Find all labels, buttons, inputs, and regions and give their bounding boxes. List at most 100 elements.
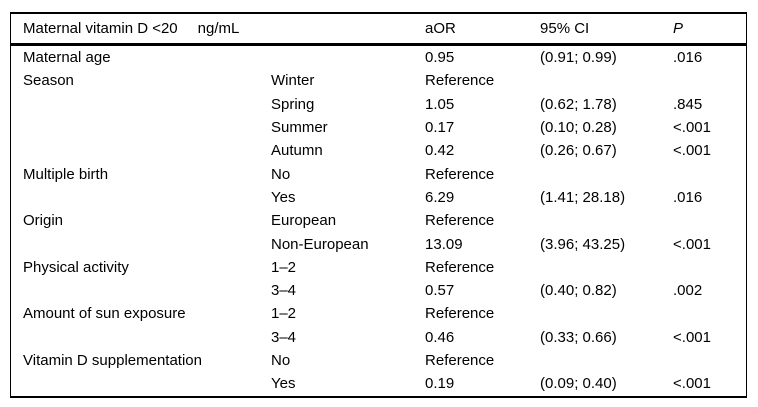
row-category-cell: No xyxy=(271,165,291,183)
row-label-cell xyxy=(11,116,271,139)
table-row: Yes 6.29 (1.41; 28.18) .016 xyxy=(11,186,746,209)
table-row: 3–4 0.57 (0.40; 0.82) .002 xyxy=(11,279,746,302)
table-row: Amount of sun exposure 1–2 Reference xyxy=(11,302,746,325)
row-p-cell: .016 xyxy=(673,188,703,206)
row-aor-cell: Reference xyxy=(425,165,495,183)
row-aor-cell: 0.95 xyxy=(425,49,455,67)
table-row: Season Winter Reference xyxy=(11,69,746,92)
row-aor-cell: Reference xyxy=(425,305,495,323)
row-category-cell: 3–4 xyxy=(271,328,297,346)
results-table-frame: Maternal vitamin D <20 ng/mL aOR 95% CI P… xyxy=(10,12,747,398)
row-ci-cell: (0.09; 0.40) xyxy=(540,375,617,393)
row-p-cell: <.001 xyxy=(673,328,711,346)
table-row: 3–4 0.46 (0.33; 0.66) <.001 xyxy=(11,326,746,349)
row-aor-cell: 13.09 xyxy=(425,235,463,253)
row-aor-cell: Reference xyxy=(425,352,495,369)
row-p-cell: .002 xyxy=(673,282,703,300)
row-ci-cell xyxy=(540,162,673,185)
row-ci-cell: (0.33; 0.66) xyxy=(540,328,617,346)
row-p-cell xyxy=(673,256,746,279)
row-p-cell: <.001 xyxy=(673,119,711,137)
row-category-cell: 1–2 xyxy=(271,305,297,323)
row-label-cell: Maternal age xyxy=(23,49,111,67)
row-label-cell xyxy=(11,93,271,116)
row-label-cell xyxy=(11,326,271,349)
row-ci-cell: (3.96; 43.25) xyxy=(540,235,626,253)
table-row: Summer 0.17 (0.10; 0.28) <.001 xyxy=(11,116,746,139)
row-category-cell: Autumn xyxy=(271,142,323,160)
row-category-cell: Spring xyxy=(271,95,315,113)
header-aor: aOR xyxy=(425,14,541,46)
row-label-cell xyxy=(11,186,271,209)
row-aor-cell: 0.19 xyxy=(425,375,455,393)
row-category-cell: 1–2 xyxy=(271,258,297,276)
table-row: Vitamin D supplementation No Reference xyxy=(11,349,746,372)
row-p-cell: <.001 xyxy=(673,142,711,160)
table-row: Physical activity 1–2 Reference xyxy=(11,256,746,279)
row-category-cell: European xyxy=(271,212,337,230)
row-category-cell: No xyxy=(271,352,291,369)
row-p-cell: <.001 xyxy=(673,375,711,393)
row-aor-cell: 0.42 xyxy=(425,142,455,160)
table-header: Maternal vitamin D <20 ng/mL aOR 95% CI P xyxy=(11,14,747,46)
regression-results-table: Maternal vitamin D <20 ng/mL aOR 95% CI P… xyxy=(11,14,747,396)
row-label-cell: Amount of sun exposure xyxy=(23,305,186,323)
header-p: P xyxy=(673,14,747,46)
row-category-cell: 3–4 xyxy=(271,282,297,300)
header-title-cell: Maternal vitamin D <20 ng/mL xyxy=(11,14,426,46)
row-p-cell xyxy=(673,162,746,185)
row-aor-cell: 0.57 xyxy=(425,282,455,300)
header-row: Maternal vitamin D <20 ng/mL aOR 95% CI P xyxy=(11,14,747,46)
row-ci-cell: (0.91; 0.99) xyxy=(540,49,617,67)
row-ci-cell xyxy=(540,349,673,372)
row-label-cell xyxy=(11,279,271,302)
row-p-cell: <.001 xyxy=(673,235,711,253)
row-p-cell: .016 xyxy=(673,49,703,67)
row-category-cell: Winter xyxy=(271,72,315,90)
row-aor-cell: Reference xyxy=(425,212,495,230)
table-row: Autumn 0.42 (0.26; 0.67) <.001 xyxy=(11,139,746,162)
header-title: Maternal vitamin D <20 xyxy=(23,20,178,37)
row-label-cell: Origin xyxy=(23,212,64,230)
table-body: Maternal age 0.95 (0.91; 0.99) .016 Seas… xyxy=(11,45,746,396)
row-p-cell xyxy=(673,69,746,92)
row-ci-cell xyxy=(540,69,673,92)
row-label-cell: Multiple birth xyxy=(23,165,109,183)
row-category-cell: Yes xyxy=(271,375,296,393)
header-unit: ng/mL xyxy=(197,20,240,37)
table-row: Origin European Reference xyxy=(11,209,746,232)
header-ci: 95% CI xyxy=(540,14,674,46)
row-category-cell: Yes xyxy=(271,188,296,206)
row-p-cell xyxy=(673,302,746,325)
table-row: Maternal age 0.95 (0.91; 0.99) .016 xyxy=(11,45,746,70)
row-label-cell xyxy=(11,232,271,255)
row-ci-cell: (0.40; 0.82) xyxy=(540,282,617,300)
row-p-cell xyxy=(673,349,746,372)
row-ci-cell xyxy=(540,302,673,325)
row-label-cell xyxy=(11,139,271,162)
row-aor-cell: Reference xyxy=(425,72,495,90)
row-p-cell: .845 xyxy=(673,95,703,113)
row-category-cell xyxy=(271,45,425,70)
table-row: Yes 0.19 (0.09; 0.40) <.001 xyxy=(11,372,746,395)
row-ci-cell xyxy=(540,256,673,279)
row-ci-cell: (0.62; 1.78) xyxy=(540,95,617,113)
row-ci-cell: (0.10; 0.28) xyxy=(540,119,617,137)
table-row: Spring 1.05 (0.62; 1.78) .845 xyxy=(11,93,746,116)
row-category-cell: Summer xyxy=(271,119,328,137)
row-aor-cell: 6.29 xyxy=(425,188,455,206)
table-row: Multiple birth No Reference xyxy=(11,162,746,185)
row-label-cell: Physical activity xyxy=(23,258,129,276)
row-label-cell xyxy=(11,372,271,395)
row-aor-cell: Reference xyxy=(425,258,495,276)
row-label-cell: Vitamin D supplementation xyxy=(23,352,202,369)
row-p-cell xyxy=(673,209,746,232)
row-label-cell: Season xyxy=(23,72,74,90)
row-category-cell: Non-European xyxy=(271,235,369,253)
table-row: Non-European 13.09 (3.96; 43.25) <.001 xyxy=(11,232,746,255)
row-aor-cell: 0.46 xyxy=(425,328,455,346)
row-ci-cell: (1.41; 28.18) xyxy=(540,188,626,206)
row-aor-cell: 0.17 xyxy=(425,119,455,137)
row-ci-cell: (0.26; 0.67) xyxy=(540,142,617,160)
